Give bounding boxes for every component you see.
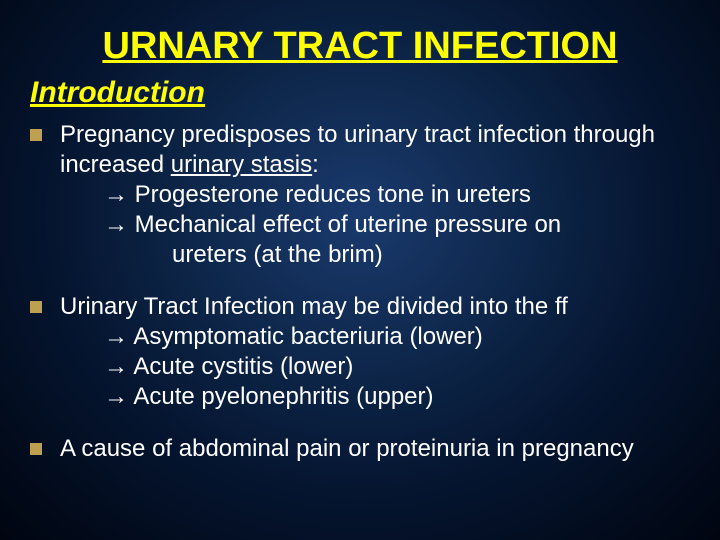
arrow-icon: → (104, 353, 128, 380)
bullet-marker-icon (30, 129, 42, 141)
sub-bullet-cont-text: ureters (at the brim) (172, 241, 383, 268)
bullet-text-pre: Urinary Tract Infection may be divided i… (60, 293, 568, 320)
bullet-text-pre: A cause of abdominal pain or proteinuria… (60, 435, 634, 462)
arrow-icon: → (104, 323, 128, 350)
sub-bullet: → Acute pyelonephritis (upper) (60, 382, 568, 412)
sub-bullet-text: Acute pyelonephritis (upper) (133, 383, 433, 410)
bullet-marker-icon (30, 443, 42, 455)
sub-bullet-text: Progesterone reduces tone in ureters (135, 181, 531, 208)
arrow-icon: → (104, 181, 128, 208)
sub-bullet-text: Mechanical effect of uterine pressure on (135, 211, 561, 238)
sub-bullet-text: Asymptomatic bacteriuria (lower) (133, 323, 482, 350)
slide-subtitle: Introduction (30, 76, 690, 110)
sub-bullet-continuation: ureters (at the brim) (60, 240, 690, 270)
sub-bullet: → Acute cystitis (lower) (60, 352, 568, 382)
sub-bullet-text: Acute cystitis (lower) (133, 353, 353, 380)
sub-bullet: → Progesterone reduces tone in ureters (60, 180, 690, 210)
bullet-text-pre: Pregnancy predisposes to urinary tract i… (60, 121, 655, 178)
arrow-icon: → (104, 211, 128, 238)
slide-title: URNARY TRACT INFECTION (30, 25, 690, 68)
sub-bullet: → Asymptomatic bacteriuria (lower) (60, 322, 568, 352)
sub-bullet: → Mechanical effect of uterine pressure … (60, 210, 690, 240)
bullet-content: A cause of abdominal pain or proteinuria… (60, 434, 634, 464)
bullet-marker-icon (30, 301, 42, 313)
bullet-item: A cause of abdominal pain or proteinuria… (30, 434, 690, 464)
slide-container: URNARY TRACT INFECTION Introduction Preg… (0, 0, 720, 464)
bullet-text-underlined: urinary stasis (171, 151, 312, 178)
bullet-content: Pregnancy predisposes to urinary tract i… (60, 120, 690, 270)
bullet-text-post: : (312, 151, 319, 178)
bullet-item: Pregnancy predisposes to urinary tract i… (30, 120, 690, 270)
arrow-icon: → (104, 383, 128, 410)
bullet-content: Urinary Tract Infection may be divided i… (60, 292, 568, 412)
bullet-item: Urinary Tract Infection may be divided i… (30, 292, 690, 412)
